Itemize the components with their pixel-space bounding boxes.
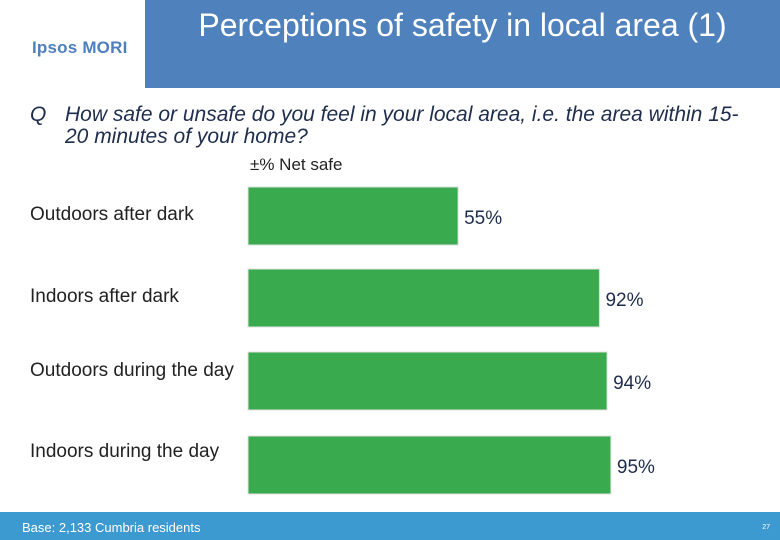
category-label-outdoors-after-dark: Outdoors after dark	[30, 204, 194, 225]
category-label-outdoors-during-day: Outdoors during the day	[30, 360, 234, 381]
category-label-indoors-during-day: Indoors during the day	[30, 441, 220, 462]
question-prefix: Q	[30, 103, 47, 126]
footer-bar: Base: 2,133 Cumbria residents 27	[0, 512, 780, 540]
bar-value-label-1: 92%	[605, 290, 643, 311]
logo-area: Ipsos MORI	[0, 0, 143, 88]
bar-1	[247, 268, 600, 328]
page-number: 27	[762, 524, 770, 531]
bar-value-label-0: 55%	[464, 208, 502, 229]
bar-2	[247, 351, 608, 411]
category-label-indoors-after-dark: Indoors after dark	[30, 286, 179, 307]
title-bar: Perceptions of safety in local area (1)	[145, 0, 780, 88]
bar-0	[247, 186, 459, 246]
bar-value-label-3: 95%	[617, 457, 655, 478]
ipsos-mori-logo: Ipsos MORI	[32, 38, 128, 57]
base-note: Base: 2,133 Cumbria residents	[22, 520, 201, 535]
bar-value-label-2: 94%	[613, 373, 651, 394]
question-text: How safe or unsafe do you feel in your l…	[65, 103, 739, 148]
chart-subtitle: ±% Net safe	[250, 155, 343, 174]
page-title: Perceptions of safety in local area (1)	[198, 7, 727, 43]
bar-3	[247, 435, 612, 495]
